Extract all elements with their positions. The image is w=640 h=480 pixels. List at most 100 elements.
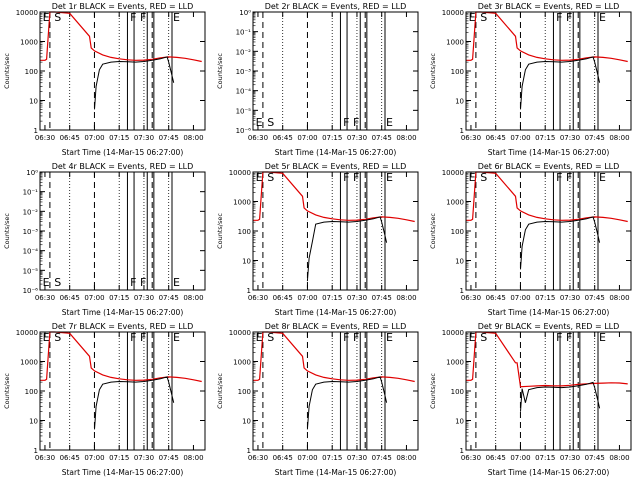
event-marker-label: S bbox=[267, 331, 274, 344]
x-axis-label: Start Time (14-Mar-15 06:27:00) bbox=[488, 308, 610, 317]
y-tick-label: 1 bbox=[460, 447, 464, 455]
x-tick-label: 07:30 bbox=[347, 294, 367, 302]
x-tick-label: 07:30 bbox=[347, 454, 367, 462]
x-tick-label: 07:15 bbox=[535, 294, 555, 302]
event-marker-label: E bbox=[256, 116, 263, 129]
x-axis-label: Start Time (14-Mar-15 06:27:00) bbox=[275, 148, 397, 157]
event-marker-label: F bbox=[130, 331, 136, 344]
event-marker-label: S bbox=[54, 11, 61, 24]
x-tick-label: 06:45 bbox=[273, 454, 293, 462]
y-tick-label: 1 bbox=[460, 127, 464, 135]
y-tick-label: 1000 bbox=[446, 359, 464, 367]
y-tick-label: 10 bbox=[455, 418, 464, 426]
event-marker-label: F bbox=[140, 11, 146, 24]
plot-frame bbox=[252, 171, 419, 291]
event-marker-label: E bbox=[469, 171, 476, 184]
x-tick-label: 07:15 bbox=[322, 134, 342, 142]
y-tick-label: 1 bbox=[247, 447, 251, 455]
y-axis-label: Counts/sec bbox=[3, 213, 11, 249]
event-marker-label: F bbox=[566, 331, 572, 344]
x-tick-label: 07:15 bbox=[322, 454, 342, 462]
x-tick-label: 07:45 bbox=[372, 134, 392, 142]
y-tick-label: 100 bbox=[238, 388, 251, 396]
x-tick-label: 06:30 bbox=[461, 454, 481, 462]
panel-title: Det 9r BLACK = Events, RED = LLD bbox=[478, 322, 620, 331]
y-tick-label: 1 bbox=[247, 287, 251, 295]
x-tick-label: 07:30 bbox=[560, 134, 580, 142]
event-marker-label: F bbox=[343, 116, 349, 129]
x-tick-label: 07:45 bbox=[372, 294, 392, 302]
y-axis-label: Counts/sec bbox=[216, 373, 224, 409]
x-tick-label: 08:00 bbox=[183, 454, 203, 462]
events-series-line bbox=[94, 56, 175, 110]
x-tick-label: 07:45 bbox=[159, 454, 179, 462]
event-marker-label: E bbox=[386, 171, 393, 184]
x-axis-label: Start Time (14-Mar-15 06:27:00) bbox=[62, 308, 184, 317]
event-marker-label: E bbox=[386, 116, 393, 129]
panel-title: Det 7r BLACK = Events, RED = LLD bbox=[52, 322, 194, 331]
detector-panel-7: Det 7r BLACK = Events, RED = LLD Counts/s… bbox=[3, 322, 206, 477]
plot-frame bbox=[465, 11, 632, 131]
y-tick-label: 10⁻³ bbox=[23, 228, 39, 236]
event-marker-label: S bbox=[267, 116, 274, 129]
detector-panel-1: Det 1r BLACK = Events, RED = LLD Counts/s… bbox=[3, 2, 206, 157]
x-tick-label: 06:45 bbox=[486, 454, 506, 462]
y-tick-label: 1 bbox=[34, 127, 38, 135]
panel-title: Det 6r BLACK = Events, RED = LLD bbox=[478, 162, 620, 171]
plot-frame bbox=[252, 331, 419, 451]
panel-title: Det 4r BLACK = Events, RED = LLD bbox=[52, 162, 194, 171]
x-tick-label: 07:30 bbox=[134, 134, 154, 142]
event-marker-label: S bbox=[54, 276, 61, 289]
y-tick-label: 10⁻² bbox=[236, 48, 252, 56]
y-tick-label: 10⁻⁶ bbox=[23, 287, 39, 295]
x-tick-label: 08:00 bbox=[609, 294, 629, 302]
y-axis-label: Counts/sec bbox=[429, 373, 437, 409]
event-marker-label: F bbox=[353, 171, 359, 184]
x-axis-label: Start Time (14-Mar-15 06:27:00) bbox=[488, 468, 610, 477]
panel-title: Det 8r BLACK = Events, RED = LLD bbox=[265, 322, 407, 331]
x-tick-label: 06:30 bbox=[248, 294, 268, 302]
events-series-line bbox=[520, 216, 601, 270]
event-marker-label: S bbox=[54, 331, 61, 344]
events-series-line bbox=[306, 216, 388, 282]
event-marker-label: S bbox=[480, 11, 487, 24]
x-tick-label: 07:15 bbox=[109, 294, 129, 302]
events-series-line bbox=[520, 56, 601, 110]
x-tick-label: 06:30 bbox=[35, 454, 55, 462]
y-tick-label: 10 bbox=[242, 418, 251, 426]
y-tick-label: 10 bbox=[455, 98, 464, 106]
x-tick-label: 07:00 bbox=[84, 134, 104, 142]
events-series-line bbox=[306, 376, 388, 430]
x-tick-label: 06:30 bbox=[35, 134, 55, 142]
y-tick-label: 10000 bbox=[16, 329, 38, 337]
event-marker-label: F bbox=[353, 116, 359, 129]
x-tick-label: 07:30 bbox=[560, 454, 580, 462]
x-tick-label: 07:15 bbox=[535, 454, 555, 462]
x-tick-label: 07:00 bbox=[510, 134, 530, 142]
detector-panel-9: Det 9r BLACK = Events, RED = LLD Counts/s… bbox=[429, 322, 632, 477]
panel-title: Det 5r BLACK = Events, RED = LLD bbox=[265, 162, 407, 171]
detector-panel-8: Det 8r BLACK = Events, RED = LLD Counts/s… bbox=[216, 322, 419, 477]
plot-frame bbox=[39, 331, 206, 451]
y-tick-label: 10⁻⁵ bbox=[236, 107, 252, 115]
y-axis-label: Counts/sec bbox=[216, 213, 224, 249]
detector-panel-6: Det 6r BLACK = Events, RED = LLD Counts/s… bbox=[429, 162, 632, 317]
y-tick-label: 10 bbox=[29, 98, 38, 106]
y-tick-label: 10⁰ bbox=[239, 9, 251, 17]
y-axis-label: Counts/sec bbox=[429, 213, 437, 249]
x-tick-label: 07:15 bbox=[535, 134, 555, 142]
x-tick-label: 07:15 bbox=[109, 454, 129, 462]
y-tick-label: 10000 bbox=[229, 329, 251, 337]
y-tick-label: 1000 bbox=[446, 199, 464, 207]
x-tick-label: 07:45 bbox=[159, 134, 179, 142]
y-tick-label: 100 bbox=[25, 68, 38, 76]
y-tick-label: 1000 bbox=[20, 359, 38, 367]
panel-title: Det 3r BLACK = Events, RED = LLD bbox=[478, 2, 620, 11]
event-marker-label: F bbox=[556, 171, 562, 184]
x-tick-label: 07:45 bbox=[585, 454, 605, 462]
y-axis-label: Counts/sec bbox=[3, 53, 11, 89]
event-marker-label: S bbox=[480, 331, 487, 344]
x-tick-label: 08:00 bbox=[183, 134, 203, 142]
x-tick-label: 07:30 bbox=[347, 134, 367, 142]
